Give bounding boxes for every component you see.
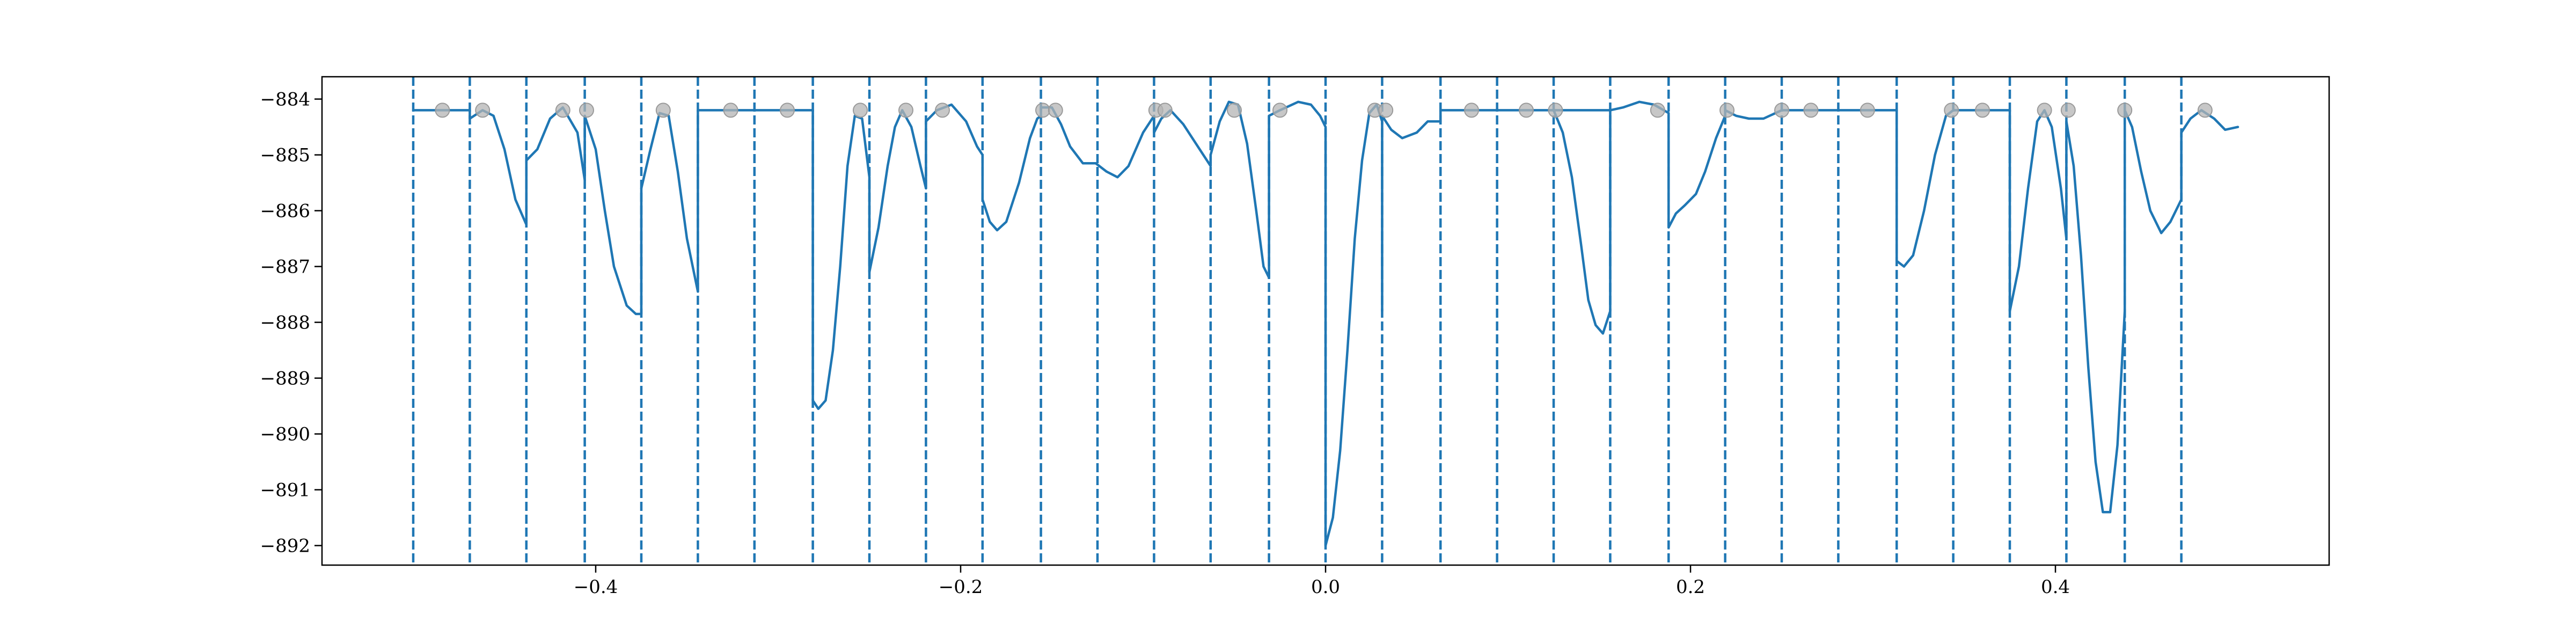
marker-point-24 [1803,103,1819,118]
marker-point-5 [723,103,738,118]
y-tick-label-5: −889 [260,368,310,390]
x-tick-label-2: 0.0 [1311,576,1340,598]
y-axis: −884 −885 −886 −887 −888 −889 −890 −891 −892 [260,89,322,557]
marker-point-15 [1272,103,1287,118]
marker-point-14 [1227,103,1242,118]
marker-point-8 [898,103,913,118]
marker-point-23 [1774,103,1789,118]
marker-point-2 [555,103,570,118]
x-axis: −0.4 −0.2 0.0 0.2 0.4 [574,565,2070,598]
y-tick-label-7: −891 [260,480,310,501]
x-tick-label-0: −0.4 [574,576,618,598]
marker-point-27 [1975,103,1990,118]
marker-point-0 [435,103,450,118]
marker-point-4 [655,103,671,118]
y-tick-label-0: −884 [260,89,310,111]
marker-point-25 [1860,103,1875,118]
y-tick-label-2: −886 [260,201,310,222]
marker-point-18 [1464,103,1479,118]
marker-point-22 [1719,103,1735,118]
marker-point-3 [579,103,594,118]
marker-point-20 [1548,103,1563,118]
marker-point-26 [1944,103,1959,118]
marker-point-31 [2197,103,2213,118]
x-tick-label-1: −0.2 [939,576,983,598]
x-tick-label-3: 0.2 [1676,576,1705,598]
marker-point-29 [2060,103,2076,118]
marker-point-13 [1157,103,1173,118]
marker-points [435,103,2213,118]
marker-point-11 [1048,103,1063,118]
marker-point-21 [1650,103,1665,118]
marker-point-9 [935,103,950,118]
y-tick-label-3: −887 [260,257,310,278]
y-tick-label-1: −885 [260,145,310,166]
marker-point-17 [1378,103,1394,118]
marker-point-28 [2037,103,2052,118]
x-tick-label-4: 0.4 [2041,576,2070,598]
y-tick-label-8: −892 [260,536,310,557]
marker-point-30 [2117,103,2133,118]
y-tick-label-6: −890 [260,424,310,445]
marker-point-10 [1035,103,1050,118]
marker-point-7 [853,103,868,118]
marker-point-19 [1519,103,1534,118]
y-tick-label-4: −888 [260,312,310,334]
marker-point-1 [475,103,491,118]
marker-point-6 [780,103,795,118]
